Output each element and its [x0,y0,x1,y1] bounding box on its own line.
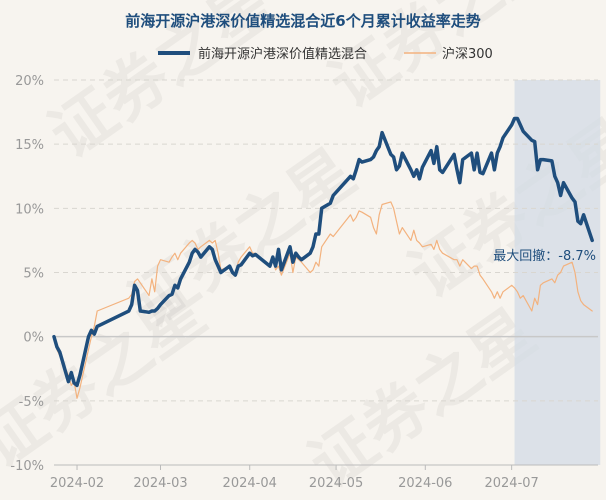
legend-label-index: 沪深300 [442,46,493,62]
drawdown-label: 最大回撤：-8.7% [493,248,596,264]
series-line-index [53,201,593,399]
x-tick-label: 2024-06 [398,476,452,491]
y-tick-label: -10% [10,459,44,474]
y-tick-label: 10% [15,202,44,217]
x-tick-label: 2024-05 [309,476,363,491]
x-tick-label: 2024-07 [484,476,538,491]
legend-label-fund: 前海开源沪港深价值精选混合 [198,46,367,62]
y-tick-label: 5% [23,267,44,282]
chart-title: 前海开源沪港深价值精选混合近6个月累计收益率走势 [125,12,480,30]
x-tick-label: 2024-04 [223,476,277,491]
y-tick-label: -5% [19,395,44,410]
x-tick-label: 2024-03 [133,476,187,491]
y-tick-label: 20% [15,74,44,89]
y-tick-label: 0% [23,331,44,346]
y-tick-label: 15% [15,138,44,153]
x-tick-label: 2024-02 [50,476,104,491]
series-line-fund [52,116,594,388]
watermark-text: 证券之星 [296,295,549,500]
